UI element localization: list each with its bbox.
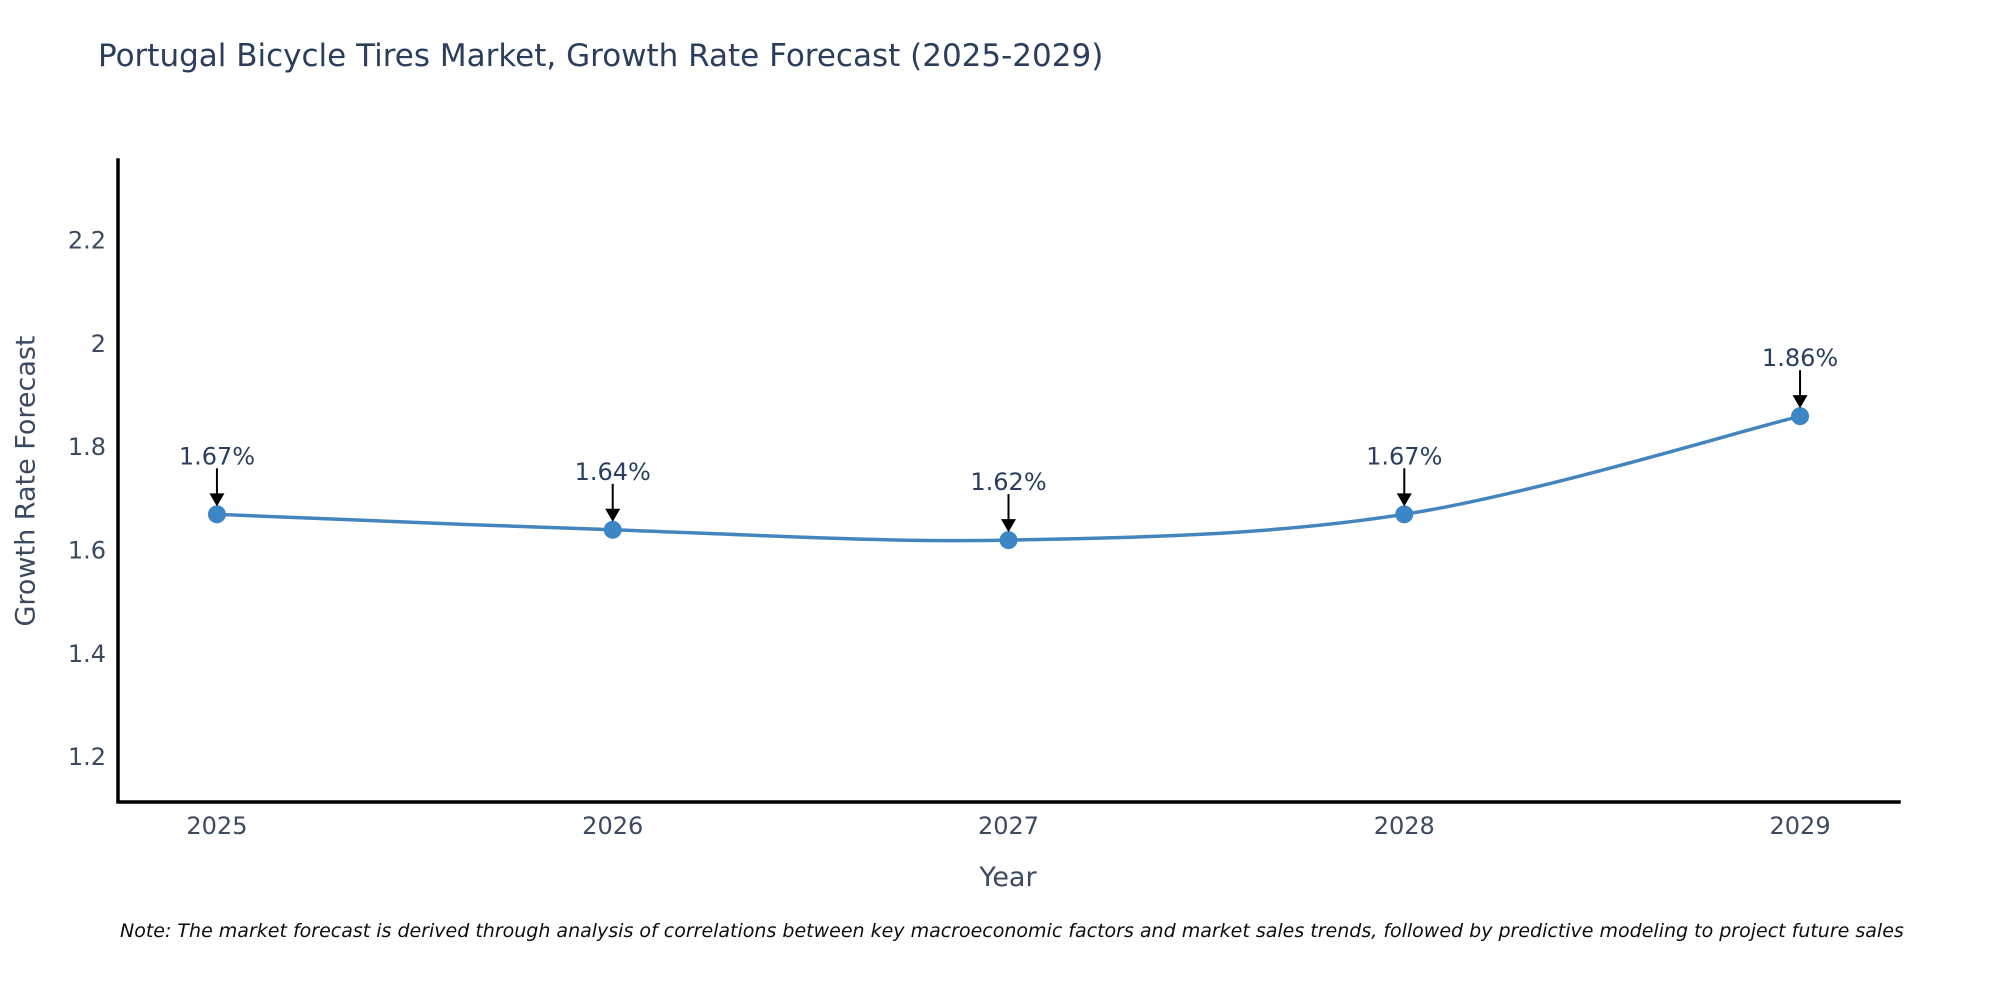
data-point-marker	[1791, 407, 1810, 426]
y-tick-label: 1.2	[68, 743, 106, 771]
x-tick-label: 2025	[186, 812, 247, 840]
y-tick-label: 1.8	[68, 433, 106, 461]
data-point-marker	[207, 505, 226, 524]
annotation-arrowhead	[1396, 493, 1412, 507]
x-tick-label: 2026	[582, 812, 643, 840]
y-tick-label: 1.6	[68, 536, 106, 564]
x-axis-title: Year	[979, 862, 1037, 893]
annotation-arrowhead	[1001, 519, 1016, 533]
point-annotation: 1.86%	[1762, 344, 1838, 372]
footnote: Note: The market forecast is derived thr…	[120, 920, 1904, 942]
data-point-marker	[999, 531, 1018, 550]
annotation-arrowhead	[605, 508, 621, 522]
data-point-marker	[1395, 505, 1414, 524]
axis-lines	[116, 158, 1901, 804]
x-tick-label: 2029	[1770, 812, 1831, 840]
x-tick-label: 2028	[1374, 812, 1435, 840]
x-tick-label: 2027	[978, 812, 1039, 840]
point-annotation: 1.62%	[970, 468, 1046, 496]
point-annotation: 1.64%	[575, 458, 651, 486]
y-tick-label: 2	[91, 330, 106, 358]
annotation-arrowhead	[1792, 395, 1808, 409]
annotation-arrowhead	[209, 493, 225, 507]
point-annotation: 1.67%	[179, 442, 255, 470]
y-tick-label: 1.4	[68, 640, 106, 668]
data-point-marker	[603, 520, 622, 539]
chart-title: Portugal Bicycle Tires Market, Growth Ra…	[98, 38, 1104, 74]
y-tick-label: 2.2	[68, 227, 106, 255]
point-annotation: 1.67%	[1366, 442, 1442, 470]
